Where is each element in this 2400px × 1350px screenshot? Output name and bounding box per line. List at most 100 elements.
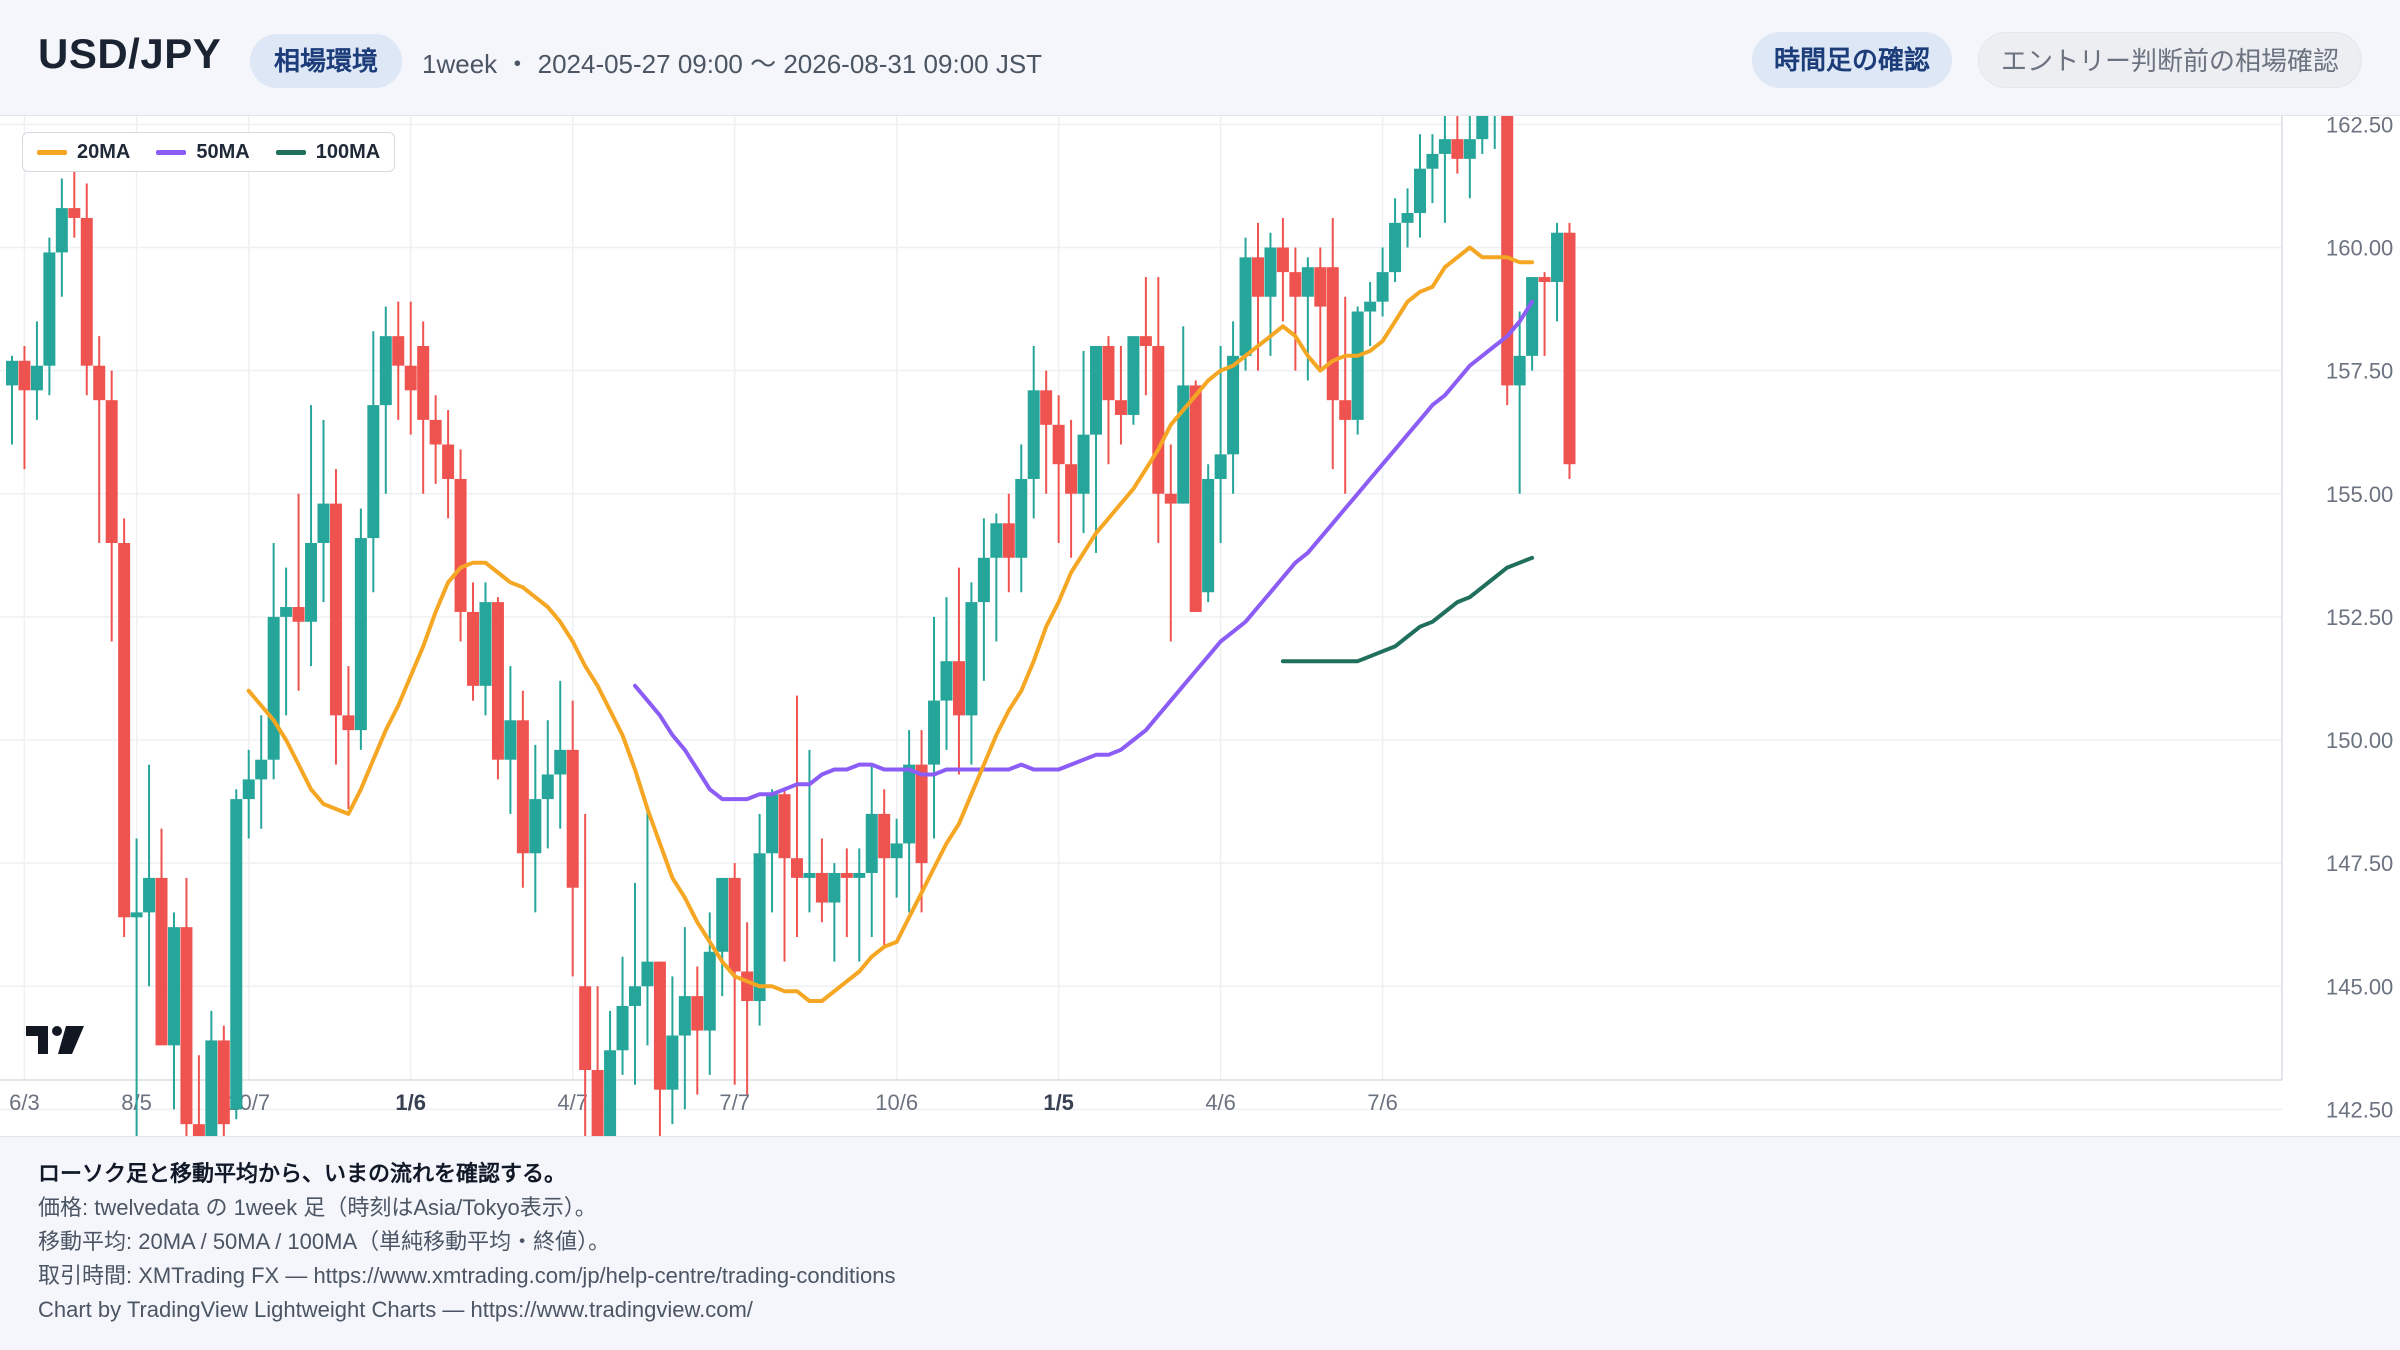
- candle-up: [678, 996, 691, 1036]
- candle-up: [1413, 168, 1426, 214]
- candle-up: [965, 602, 978, 716]
- candle-down: [454, 478, 467, 612]
- x-tick-label: 7/7: [719, 1090, 750, 1115]
- ma100-line: [1280, 555, 1535, 664]
- y-tick-label: 147.50: [2326, 851, 2393, 876]
- candle-down: [217, 1040, 230, 1125]
- y-tick-label: 150.00: [2326, 728, 2393, 753]
- ma-legend: 20MA 50MA 100MA: [22, 132, 396, 172]
- candle-up: [55, 208, 68, 253]
- candle-up: [317, 503, 330, 543]
- candle-down: [93, 365, 106, 401]
- footer-ma-note: 移動平均: 20MA / 50MA / 100MA（単純移動平均・終値）。: [38, 1229, 611, 1254]
- candle-down: [105, 400, 118, 543]
- candle-down: [18, 360, 31, 391]
- candle-up: [716, 877, 729, 952]
- candle-down: [1339, 400, 1352, 420]
- candle-up: [1551, 232, 1564, 282]
- candle-down: [653, 961, 666, 1090]
- candle-down: [180, 927, 193, 1125]
- candle-up: [541, 774, 554, 800]
- candle-up: [379, 336, 392, 406]
- candle-down: [1289, 272, 1302, 297]
- candle-down: [1002, 523, 1015, 558]
- candle-down: [1538, 277, 1551, 282]
- legend-label-50ma: 50MA: [196, 140, 250, 163]
- candle-down: [1501, 116, 1514, 386]
- candle-up: [504, 720, 517, 760]
- candle-up: [230, 799, 243, 1110]
- candle-up: [641, 961, 654, 987]
- y-tick-label: 160.00: [2326, 236, 2393, 261]
- candle-down: [1040, 390, 1053, 425]
- candle-up: [1389, 222, 1402, 273]
- candle-up: [1301, 267, 1314, 297]
- candle-down: [516, 720, 529, 854]
- candle-down: [429, 419, 442, 445]
- y-tick-label: 157.50: [2326, 359, 2393, 384]
- candle-up: [130, 912, 143, 918]
- candle-down: [778, 794, 791, 859]
- candle-down: [491, 602, 504, 760]
- candle-down: [417, 346, 430, 420]
- ma20-line: [246, 245, 1535, 1003]
- candle-down: [404, 365, 417, 391]
- candle-up: [305, 543, 318, 622]
- candle-up: [629, 986, 641, 1006]
- legend-item-100ma: 100MA: [275, 140, 381, 164]
- y-tick-label: 142.50: [2326, 1097, 2393, 1122]
- candle-down: [80, 217, 93, 366]
- legend-label-100ma: 100MA: [315, 140, 381, 163]
- y-tick-label: 162.50: [2326, 116, 2393, 137]
- chart-canvas[interactable]: 137.50140.00142.50145.00147.50150.00152.…: [0, 116, 2400, 1136]
- candle-down: [1276, 247, 1289, 273]
- candle-down: [442, 444, 455, 479]
- legend-swatch-20ma: [37, 149, 67, 155]
- candle-up: [1513, 355, 1526, 386]
- candlestick-chart[interactable]: 137.50140.00142.50145.00147.50150.00152.…: [0, 116, 2400, 1136]
- candle-up: [604, 1050, 617, 1136]
- candle-down: [1139, 336, 1152, 346]
- candle-up: [1127, 336, 1140, 415]
- candle-up: [1476, 116, 1489, 140]
- footer-notes: ローソク足と移動平均から、いまの流れを確認する。 価格: twelvedata …: [0, 1136, 2400, 1350]
- candle-up: [890, 843, 903, 859]
- candle-up: [865, 813, 878, 873]
- candle-up: [205, 1040, 218, 1136]
- candle-up: [990, 523, 1003, 558]
- candle-down: [292, 607, 305, 622]
- candle-up: [255, 759, 268, 780]
- candle-up: [940, 661, 953, 701]
- chart-background: [0, 116, 2400, 1136]
- candle-up: [1202, 478, 1215, 593]
- candle-down: [1114, 400, 1127, 415]
- candle-up: [1463, 139, 1476, 159]
- candle-up: [853, 872, 866, 878]
- x-tick-label: 7/6: [1367, 1090, 1398, 1115]
- pre-entry-check-button[interactable]: エントリー判断前の相場確認: [1978, 32, 2363, 88]
- candle-up: [666, 1035, 679, 1090]
- candle-up: [354, 538, 367, 731]
- timeframe-check-button[interactable]: 時間足の確認: [1752, 32, 1953, 88]
- candle-up: [753, 853, 766, 1002]
- candle-down: [1102, 346, 1115, 401]
- candle-up: [928, 700, 941, 765]
- footer-chart-credit[interactable]: Chart by TradingView Lightweight Charts …: [38, 1297, 753, 1322]
- footer-lead: ローソク足と移動平均から、いまの流れを確認する。: [38, 1161, 567, 1186]
- footer-price-source: 価格: twelvedata の 1week 足（時刻はAsia/Tokyo表示…: [38, 1195, 597, 1220]
- candle-down: [467, 611, 480, 686]
- candle-up: [1351, 311, 1364, 420]
- candle-down: [118, 543, 131, 918]
- footer-trading-hours[interactable]: 取引時間: XMTrading FX — https://www.xmtradi…: [38, 1263, 896, 1288]
- candle-up: [143, 877, 156, 913]
- candle-down: [155, 877, 168, 1046]
- candle-up: [766, 794, 779, 854]
- candle-down: [68, 208, 81, 218]
- y-tick-label: 152.50: [2326, 605, 2393, 630]
- candle-down: [192, 1124, 205, 1136]
- legend-swatch-100ma: [275, 149, 306, 155]
- candle-up: [1090, 346, 1103, 435]
- candle-up: [43, 252, 56, 366]
- candle-up: [554, 749, 567, 775]
- candle-up: [242, 779, 255, 800]
